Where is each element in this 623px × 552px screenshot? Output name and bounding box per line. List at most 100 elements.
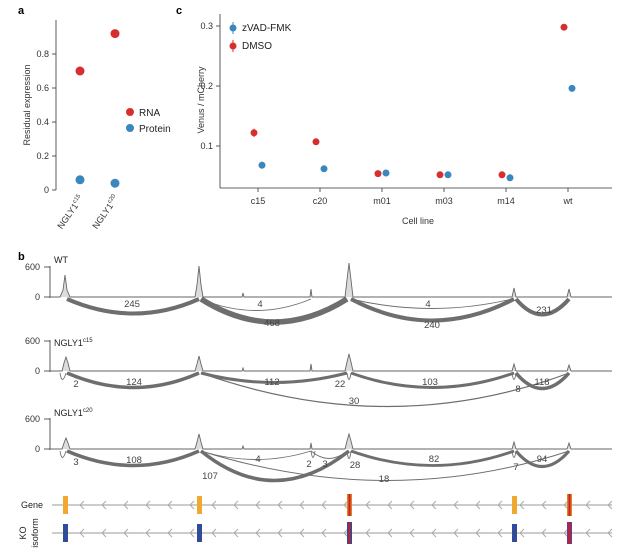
panel-a: a 0 0.2 0.4 0.6 0.8 Residual expression NGLY…	[18, 5, 171, 231]
gene-exon-3-mark	[348, 494, 351, 516]
track-c15-count-112: 112	[264, 377, 279, 388]
track-wt-count-231: 231	[536, 305, 552, 316]
panel-c-xtick-2: m01	[373, 196, 391, 206]
legend-protein-label: Protein	[139, 124, 171, 135]
track-c20-count-107: 107	[202, 471, 218, 482]
panel-c-points	[250, 23, 576, 182]
gene-chevrons-22	[563, 500, 569, 510]
panel-a-y-ticks: 0 0.2 0.4 0.6 0.8	[36, 49, 56, 195]
ko-chevrons-22	[563, 528, 569, 538]
track-c20-count-7: 7	[513, 462, 518, 473]
track-c20-junction-7	[511, 450, 517, 458]
gene-exon-4	[512, 496, 517, 514]
ko-chevrons-9	[277, 528, 283, 538]
panel-c-x-label: Cell line	[402, 216, 434, 226]
ko-chevrons-24	[607, 528, 613, 538]
track-c15-name: NGLY1c15	[54, 338, 93, 348]
gene-track-label: Gene	[21, 500, 43, 510]
gene-chevrons-21	[541, 500, 547, 510]
ko-chevrons-6	[211, 528, 217, 538]
ko-chevrons-21	[541, 528, 547, 538]
panel-a-ytick-1: 0.2	[36, 151, 49, 161]
ko-exon-2	[197, 524, 202, 542]
panel-a-label: a	[18, 5, 25, 17]
gene-chevrons-19	[497, 500, 503, 510]
gene-track-chevrons	[79, 500, 613, 510]
track-c20-coverage	[50, 432, 612, 450]
track-wt-junction-468	[199, 296, 349, 325]
track-c15-ytick-600: 600	[25, 336, 40, 346]
track-c20-junction-18	[200, 450, 570, 481]
gene-chevrons-15	[409, 500, 415, 510]
gene-chevrons-4	[167, 500, 173, 510]
track-c15-junction-22	[346, 372, 352, 380]
gene-chevrons-5	[189, 500, 195, 510]
panel-c-point-dmso-2	[374, 170, 382, 178]
ko-chevrons-0	[79, 528, 85, 538]
track-wt-count-245: 245	[124, 299, 140, 310]
panel-c-xtick-3: m03	[435, 196, 453, 206]
panel-c-point-zvad-fmk-2	[382, 169, 390, 177]
track-wt-junction-4a	[200, 298, 312, 311]
track-c15-count-2: 2	[73, 379, 78, 390]
panel-c-point-dmso-1	[312, 138, 320, 146]
gene-chevrons-0	[79, 500, 85, 510]
panel-c-ytick-1: 0.2	[200, 81, 213, 91]
track-c15-count-30: 30	[349, 396, 360, 407]
panel-a-y-label: Residual expression	[22, 64, 32, 145]
panel-c-y-ticks: 0.1 0.2 0.3	[200, 21, 220, 151]
ko-chevrons-1	[101, 528, 107, 538]
track-c20: NGLY1c20 600 0 3 108 107 4 2 3 28 8	[25, 408, 612, 485]
track-c20-count-3b: 3	[322, 459, 327, 470]
track-c15-count-124: 124	[126, 377, 142, 388]
ko-chevrons-7	[233, 528, 239, 538]
legend-zvad-marker	[229, 24, 237, 32]
track-wt-count-4a: 4	[257, 299, 262, 310]
track-c15-junction-124	[66, 371, 200, 390]
track-wt-junction-245	[66, 297, 200, 316]
ko-exon-1	[63, 524, 68, 542]
gene-chevrons-18	[475, 500, 481, 510]
panel-a-ytick-2: 0.4	[36, 117, 49, 127]
ko-chevrons-4	[167, 528, 173, 538]
gene-chevrons-13	[365, 500, 371, 510]
panel-c-point-zvad-fmk-5	[568, 84, 576, 92]
track-c15-junction-103	[350, 371, 515, 389]
ko-exon-3-mark	[348, 522, 351, 544]
legend-dmso-marker	[229, 42, 237, 50]
panel-c-ytick-2: 0.3	[200, 21, 213, 31]
ko-chevrons-5	[189, 528, 195, 538]
track-wt-junction-4b	[350, 298, 513, 309]
ko-chevrons-3	[145, 528, 151, 538]
ko-chevrons-13	[365, 528, 371, 538]
track-c20-count-82: 82	[429, 454, 440, 465]
panel-a-point-protein-0	[75, 175, 85, 185]
gene-chevrons-10	[299, 500, 305, 510]
track-c15-junction-2	[59, 372, 67, 380]
gene-chevrons-17	[453, 500, 459, 510]
track-c20-count-3: 3	[73, 457, 78, 468]
gene-chevrons-7	[233, 500, 239, 510]
track-c20-count-18: 18	[379, 474, 390, 485]
legend-dmso-label: DMSO	[242, 41, 272, 52]
panel-c-xtick-4: m14	[497, 196, 515, 206]
gene-model: Gene KO isoform	[18, 494, 613, 548]
panel-a-ytick-4: 0.8	[36, 49, 49, 59]
track-wt-coverage	[50, 262, 612, 298]
panel-c-xtick-1: c20	[313, 196, 328, 206]
panel-c-point-dmso-5	[560, 23, 568, 31]
ko-chevrons-20	[519, 528, 525, 538]
panel-c-ytick-0: 0.1	[200, 141, 213, 151]
panel-a-ytick-0: 0	[44, 185, 49, 195]
gene-exon-5-mark	[568, 494, 571, 516]
panel-c-point-zvad-fmk-1	[320, 165, 328, 173]
ko-track-chevrons	[79, 528, 613, 538]
panel-b: b WT 600 0 245 4 468 4 240 231 NGLY1c15	[18, 251, 613, 548]
ko-chevrons-2	[123, 528, 129, 538]
track-c20-count-28: 28	[350, 460, 361, 471]
panel-c-xtick-0: c15	[251, 196, 266, 206]
track-wt-name: WT	[54, 255, 68, 265]
track-c20-junction-94	[514, 449, 571, 468]
gene-chevrons-16	[431, 500, 437, 510]
